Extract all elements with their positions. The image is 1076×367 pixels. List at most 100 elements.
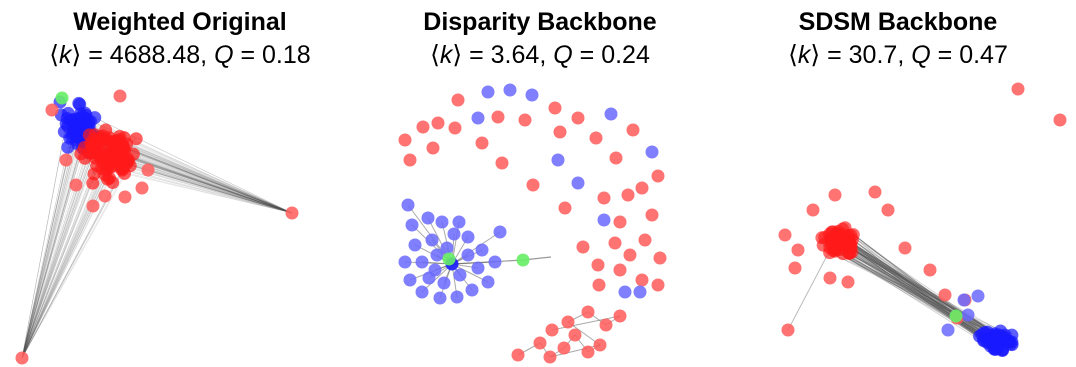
network-node (447, 227, 461, 241)
network-edge (21, 137, 73, 359)
network-edge (21, 125, 87, 359)
network-edge (846, 241, 998, 348)
network-edge (847, 239, 993, 339)
network-edge (21, 127, 80, 359)
network-node (106, 176, 120, 190)
network-edge (105, 157, 293, 214)
network-edge (21, 118, 68, 359)
network-edge (834, 250, 1007, 342)
network-node (651, 169, 665, 183)
network-node (422, 271, 436, 285)
network-node (442, 252, 456, 266)
network-node (471, 111, 485, 125)
network-edge (843, 243, 1010, 342)
network-edge (85, 112, 293, 214)
panel-disparity-backbone: Disparity Backbone ⟨k⟩ = 3.64, Q = 0.24 (360, 0, 720, 367)
network-edge (118, 152, 293, 214)
network-edge (834, 247, 991, 338)
network-node (450, 290, 464, 304)
network-edge (787, 249, 831, 331)
network-node (285, 206, 299, 220)
network-edge (21, 121, 90, 359)
network-node (778, 228, 792, 242)
network-node (471, 261, 485, 275)
modularity-value: 0.24 (601, 41, 650, 69)
panel-title: SDSM Backbone (798, 8, 998, 36)
network-node (645, 208, 659, 222)
network-node (452, 215, 466, 229)
network-edge (837, 231, 995, 346)
network-edge (21, 138, 97, 359)
network-node (45, 103, 59, 117)
network-edge (831, 243, 1009, 342)
network-edge (123, 147, 293, 214)
network-edge (831, 243, 1006, 336)
network-node (525, 88, 539, 102)
network-node (448, 121, 462, 135)
network-edge (849, 246, 996, 342)
network-edge (451, 263, 489, 283)
network-edge (113, 155, 293, 214)
network-edge (839, 238, 1011, 345)
network-edge (103, 164, 293, 214)
network-edge (845, 243, 991, 344)
network-edge (844, 238, 1005, 338)
network-edge (116, 152, 293, 214)
network-edge (21, 165, 98, 359)
network-node (645, 145, 659, 159)
network-node (604, 107, 618, 121)
network-node (451, 93, 465, 107)
network-node (545, 323, 559, 337)
network-node (403, 273, 417, 287)
network-node (61, 140, 75, 154)
network-edge (850, 246, 999, 343)
network-node (828, 188, 842, 202)
network-node (599, 318, 613, 332)
network-node (558, 201, 572, 215)
network-edge (850, 246, 1013, 343)
network-node (533, 336, 547, 350)
network-edge (21, 155, 100, 359)
network-edge (21, 138, 71, 359)
network-edge (21, 157, 106, 359)
panel-weighted-original: Weighted Original ⟨k⟩ = 4688.48, Q = 0.1… (0, 0, 360, 367)
network-edge (21, 158, 86, 359)
network-node (99, 123, 113, 137)
network-graph-disparity-backbone (398, 83, 667, 364)
network-node (481, 275, 495, 289)
network-node (495, 156, 509, 170)
network-edge (834, 247, 996, 342)
network-edge (21, 129, 80, 359)
network-node (61, 106, 75, 120)
network-edge (451, 259, 524, 265)
mean-degree-value: 30.7 (848, 41, 898, 69)
network-edge (848, 235, 996, 350)
network-node (516, 253, 530, 267)
network-node (984, 339, 998, 353)
network-graph-sdsm-backbone (778, 82, 1067, 357)
network-node (106, 134, 120, 148)
network-edge (829, 247, 1007, 342)
network-edge (842, 237, 999, 337)
network-edge (852, 239, 993, 344)
network-edge (837, 233, 1003, 351)
network-edge (850, 244, 1005, 342)
network-node (518, 113, 532, 127)
network-edge (551, 315, 621, 331)
network-node (608, 236, 622, 250)
network-node (941, 323, 955, 337)
network-edge (21, 118, 86, 359)
network-edge (124, 173, 293, 214)
network-edge (830, 238, 1001, 341)
network-edge (118, 152, 293, 214)
network-node (868, 185, 882, 199)
network-node (1053, 113, 1067, 127)
network-node (613, 263, 627, 277)
network-edge (21, 131, 86, 359)
network-node (949, 309, 963, 323)
network-edge (116, 145, 293, 214)
network-node (557, 341, 571, 355)
network-edge (840, 235, 1003, 339)
network-node (806, 203, 820, 217)
network-node (923, 263, 937, 277)
